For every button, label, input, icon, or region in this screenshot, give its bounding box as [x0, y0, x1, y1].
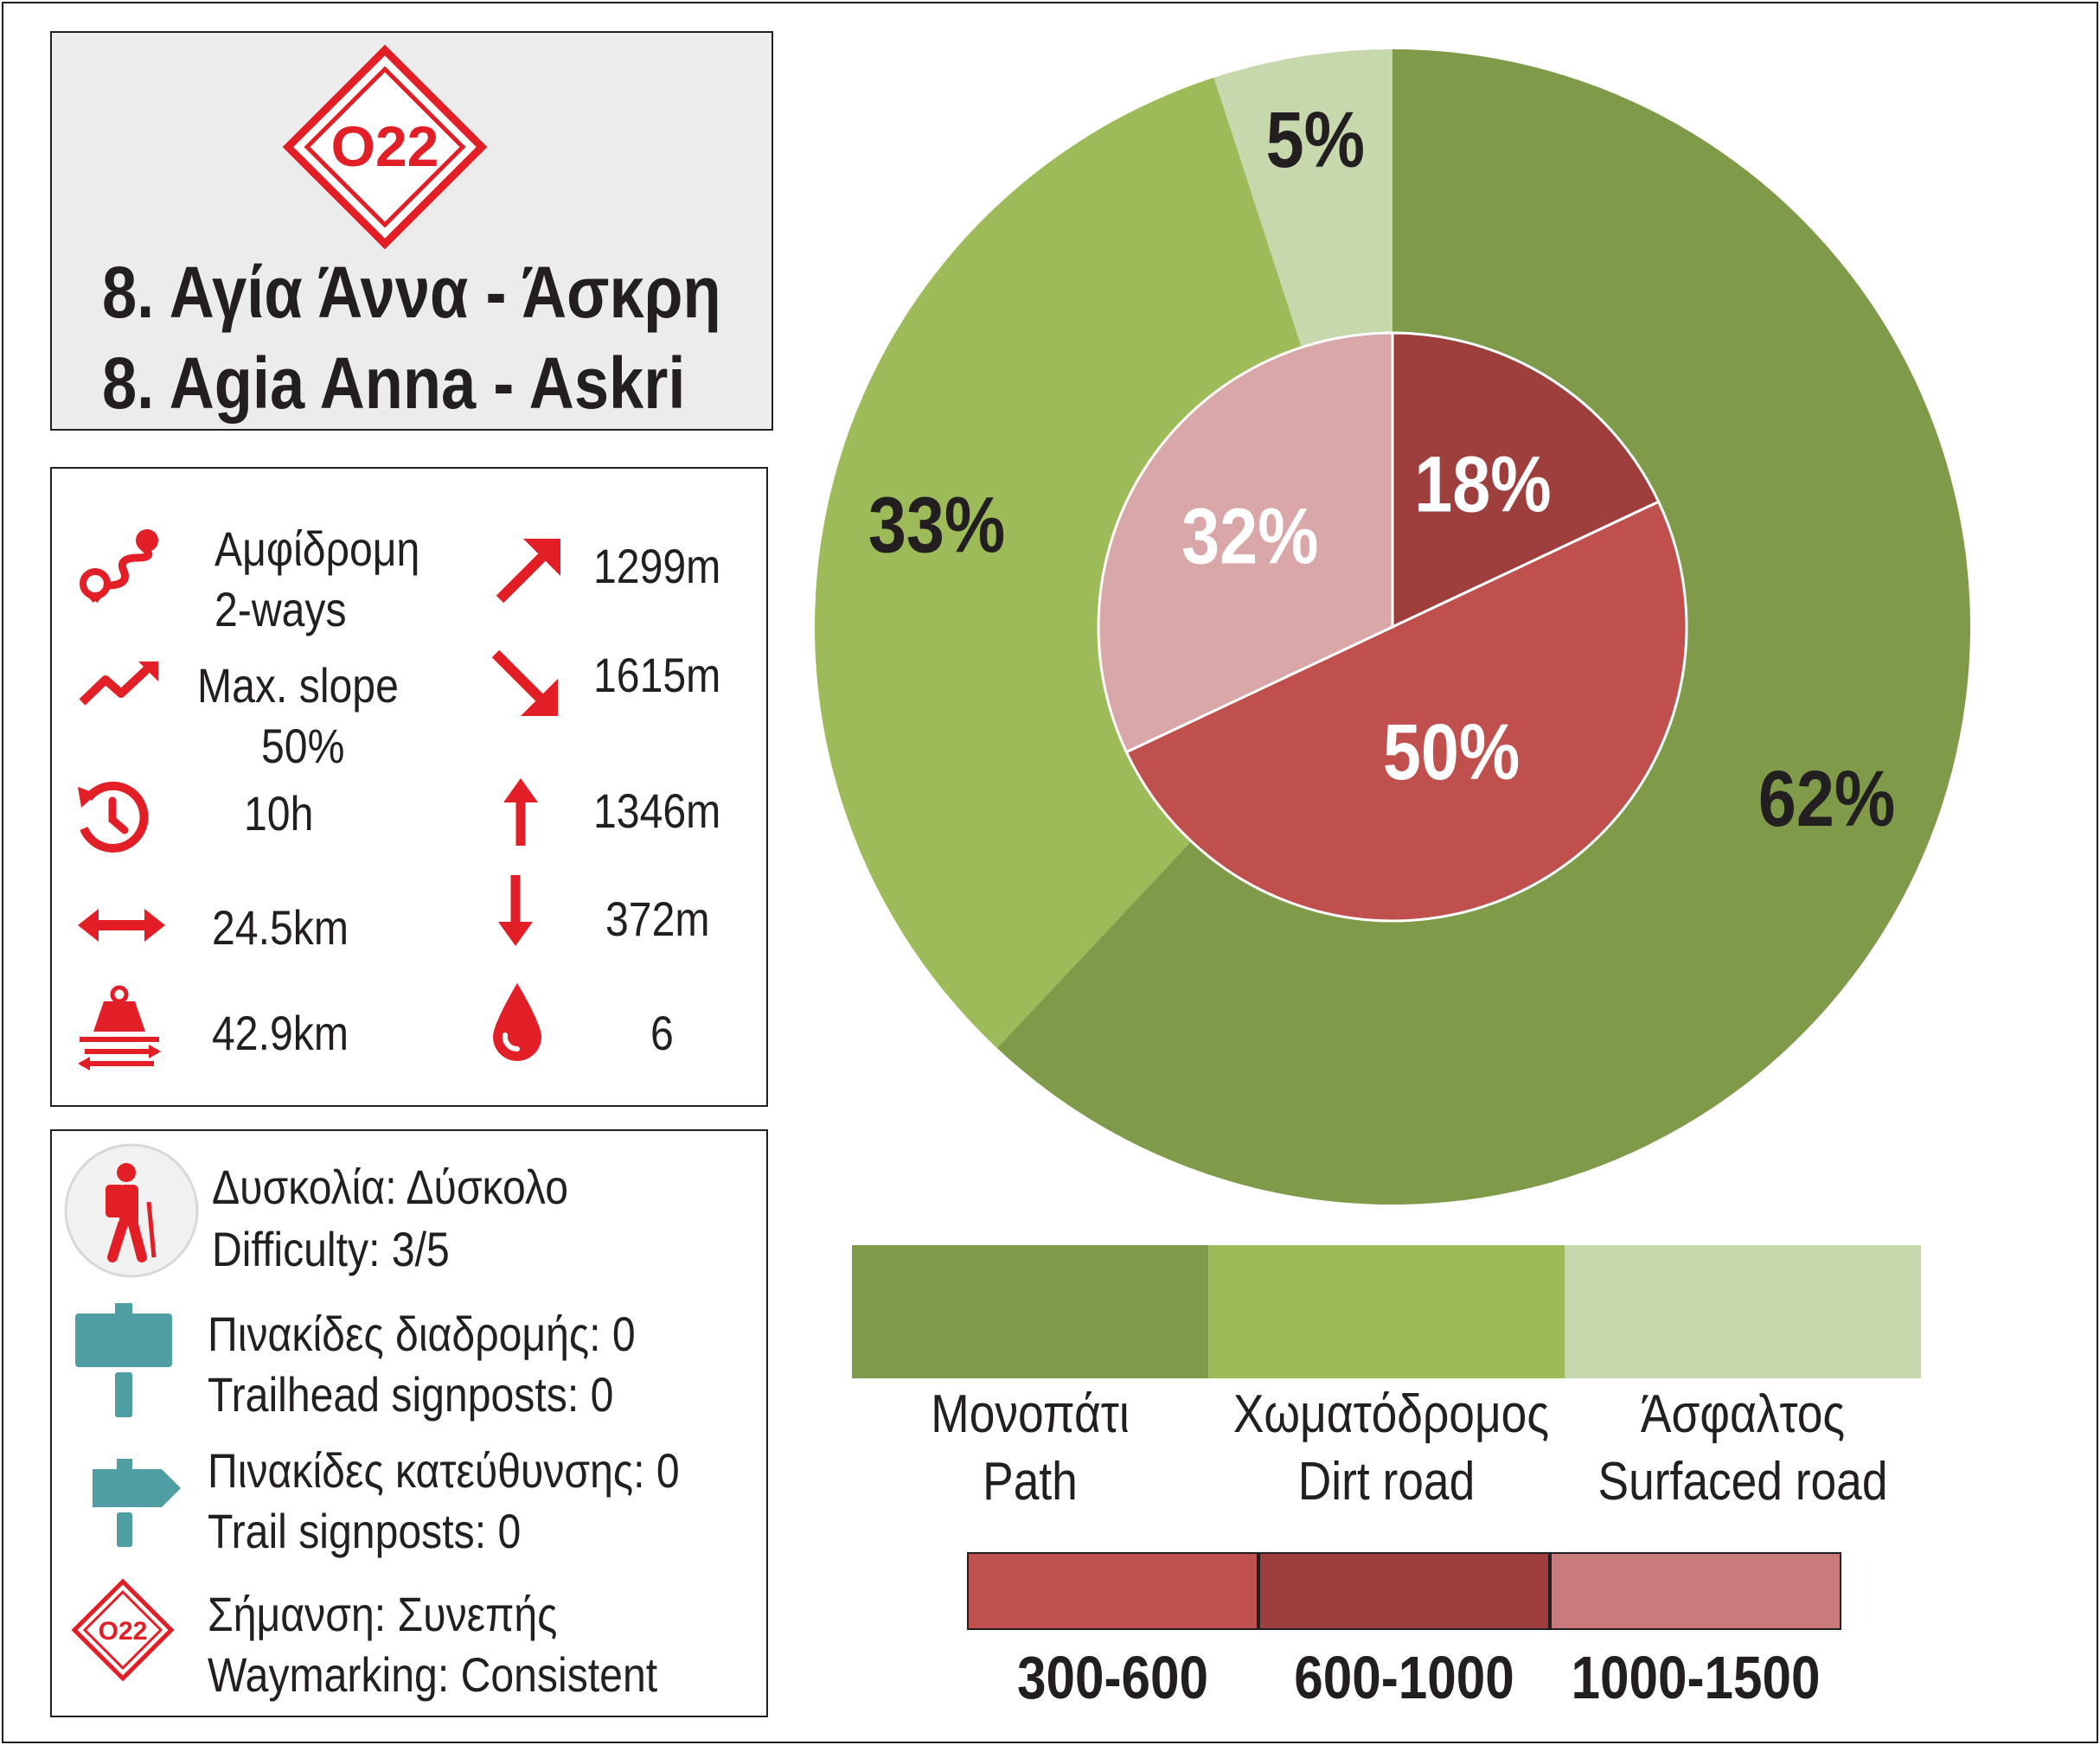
direction-english: 2-ways [214, 582, 347, 636]
title-greek: 8. Αγία Άννα - Άσκρη [102, 252, 721, 333]
title-english: 8. Agia Anna - Askri [102, 342, 686, 424]
inner-slice-0 [1391, 331, 1661, 630]
max-slope-value: 50% [261, 719, 345, 773]
trail-badge-icon: O22 [282, 44, 488, 250]
surface-legend-swatch [1208, 1245, 1565, 1378]
max-altitude-value: 1346m [593, 783, 721, 838]
altitude-legend-swatch [1258, 1552, 1550, 1630]
descent-icon [491, 649, 558, 716]
min-altitude-value: 372m [605, 892, 710, 946]
water-points-value: 6 [650, 1006, 674, 1060]
slope-icon [79, 662, 158, 706]
outer-slice-label-2: 5% [1266, 96, 1365, 185]
surface-legend-label-english: Path [983, 1452, 1078, 1512]
altitude-legend-swatch [967, 1552, 1258, 1630]
surface-legend-swatch [852, 1245, 1208, 1378]
waymarking-greek: Σήμανση: Συνεπής [208, 1587, 558, 1641]
outer-slice-1 [814, 77, 1393, 1048]
altitude-legend-swatch [1550, 1552, 1841, 1630]
waymark-badge-icon: O22 [71, 1578, 175, 1682]
outer-slice-label-1: 33% [868, 481, 1005, 570]
hiker-icon [64, 1143, 199, 1278]
ascent-value: 1299m [593, 539, 721, 593]
stats-panel [50, 467, 768, 1107]
trailhead-signpost-icon [75, 1303, 172, 1417]
clock-icon [78, 781, 149, 853]
distance-icon [78, 909, 165, 942]
surface-legend-label-english: Dirt road [1297, 1452, 1476, 1512]
surface-legend-swatch [1565, 1245, 1921, 1378]
trail-signs-greek: Πινακίδες κατεύθυνσης: 0 [208, 1443, 680, 1498]
effort-distance-value: 42.9km [212, 1006, 349, 1060]
duration-value: 10h [244, 786, 314, 841]
trail-signs-english: Trail signposts: 0 [208, 1504, 522, 1558]
trail-signpost-icon [93, 1459, 181, 1547]
surface-altitude-chart: 62% 33% 5% 18% 50% 32% [814, 49, 1970, 1205]
effort-distance-icon [78, 985, 161, 1071]
trailhead-greek: Πινακίδες διαδρομής: 0 [208, 1307, 636, 1361]
trailhead-english: Trailhead signposts: 0 [208, 1367, 614, 1422]
difficulty-greek: Δυσκολία: Δύσκολο [212, 1160, 569, 1214]
outer-slice-label-0: 62% [1758, 754, 1895, 843]
max-altitude-icon [503, 778, 538, 846]
ascent-icon [496, 539, 560, 604]
altitude-legend-label: 300-600 [1017, 1644, 1208, 1711]
inner-slice-1 [1124, 500, 1688, 923]
max-slope-label: Max. slope [197, 658, 399, 713]
surface-legend-label-greek: Μονοπάτι [931, 1384, 1130, 1444]
distance-value: 24.5km [212, 900, 349, 955]
direction-greek: Αμφίδρομη [214, 521, 420, 576]
altitude-legend-label: 1000-1500 [1571, 1644, 1821, 1711]
badge-code: O22 [331, 114, 439, 178]
inner-slice-label-1: 50% [1383, 707, 1520, 796]
route-icon [80, 529, 158, 603]
surface-legend-label-english: Surfaced road [1597, 1452, 1888, 1512]
waymark-badge-code: O22 [99, 1617, 148, 1646]
min-altitude-icon [498, 875, 533, 946]
descent-value: 1615m [593, 648, 721, 702]
difficulty-english: Difficulty: 3/5 [212, 1222, 450, 1276]
inner-slice-2 [1097, 331, 1394, 754]
surface-legend-label-greek: Χωματόδρομος [1232, 1384, 1550, 1444]
surface-legend-label-greek: Άσφαλτος [1640, 1384, 1846, 1444]
waymarking-english: Waymarking: Consistent [208, 1647, 658, 1702]
altitude-legend-label: 600-1000 [1294, 1644, 1514, 1711]
inner-slice-label-0: 18% [1414, 440, 1551, 529]
inner-slice-label-2: 32% [1181, 492, 1318, 581]
water-drop-icon [493, 983, 541, 1061]
